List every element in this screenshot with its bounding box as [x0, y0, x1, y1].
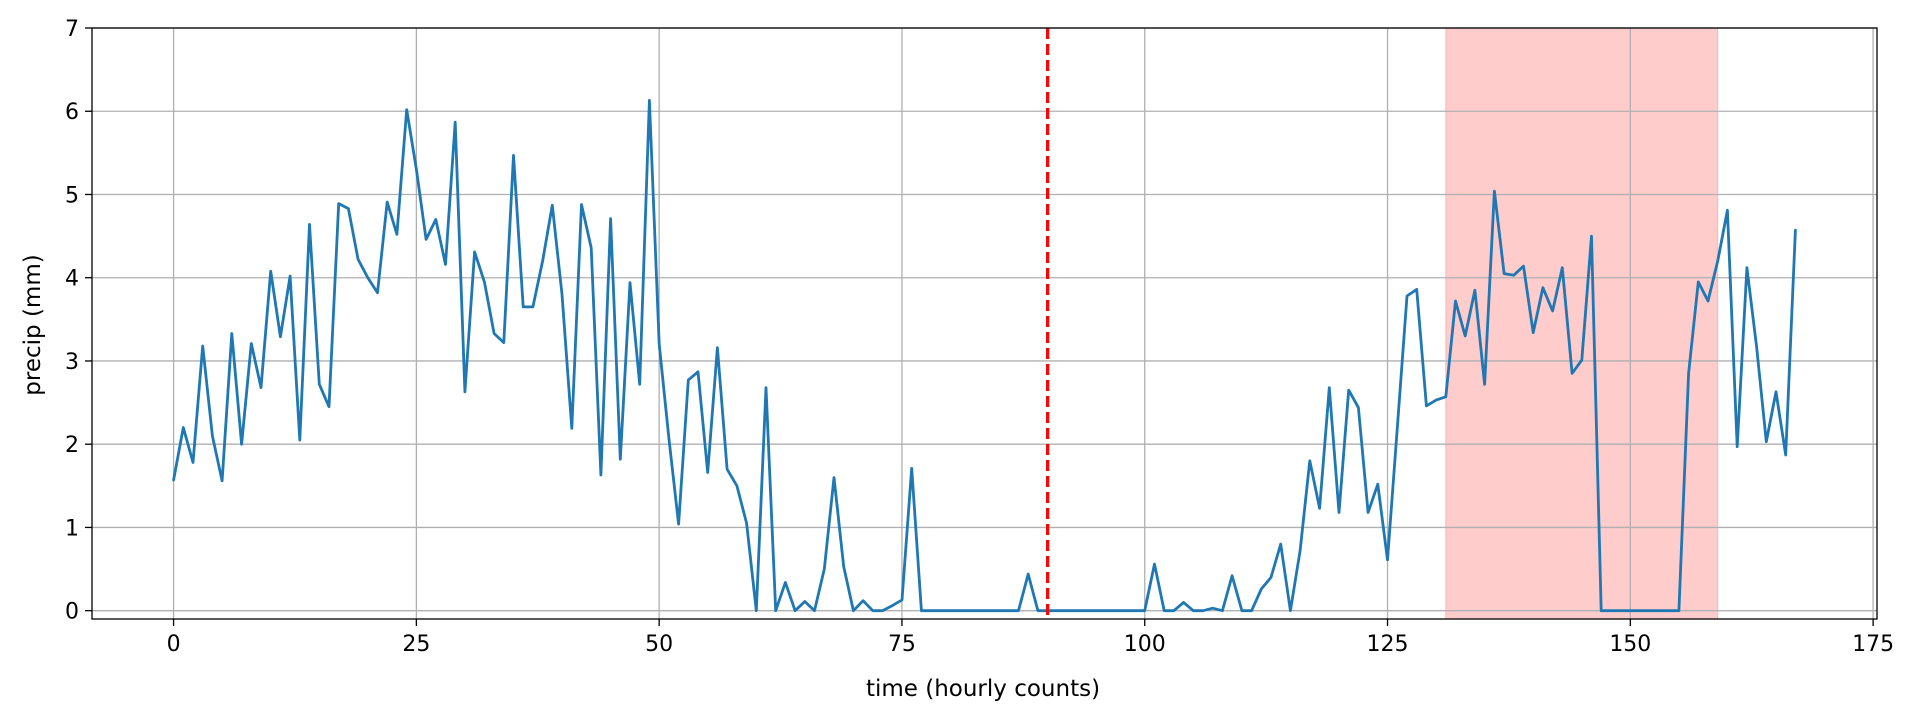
series-line	[172, 99, 1797, 613]
x-axis-label: time (hourly counts)	[866, 676, 1100, 702]
axes-frame	[91, 27, 1878, 620]
y-tick-label: 2	[65, 433, 79, 458]
y-tick-label: 4	[65, 267, 79, 292]
x-tick-label: 100	[1124, 632, 1166, 657]
x-tick-label: 25	[402, 632, 430, 657]
x-tick-label: 75	[888, 632, 916, 657]
y-axis-label: precip (mm)	[20, 254, 46, 395]
plot-area: 0 25 50 75 100 125 150 175 0 1 2 3 4 5 6 7	[65, 17, 1894, 657]
x-tick-label: 0	[167, 632, 181, 657]
y-tick-label: 5	[65, 183, 79, 208]
y-tick-label: 6	[65, 100, 79, 125]
y-tick-label: 1	[65, 516, 79, 541]
x-tick-label: 175	[1852, 632, 1894, 657]
x-tick-label: 150	[1609, 632, 1651, 657]
y-tick-label: 3	[65, 350, 79, 375]
x-tick-label: 125	[1367, 632, 1409, 657]
y-tick-label: 0	[65, 600, 79, 625]
x-tick-label: 50	[645, 632, 673, 657]
y-tick-label: 7	[65, 17, 79, 42]
highlight-region	[1445, 27, 1719, 620]
